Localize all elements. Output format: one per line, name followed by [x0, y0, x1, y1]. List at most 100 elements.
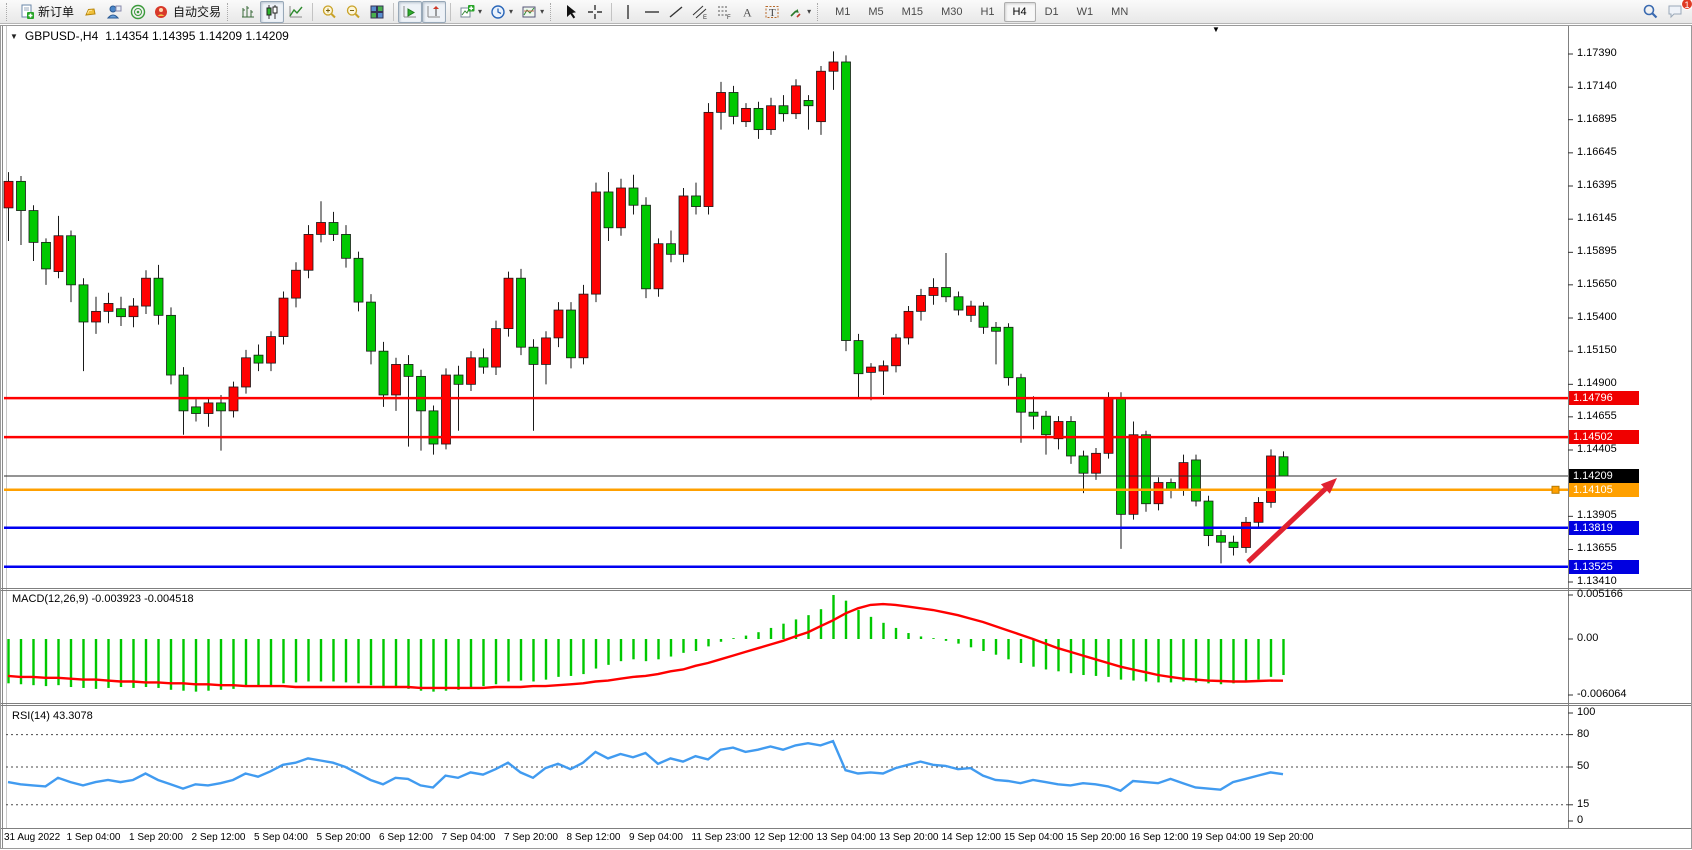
rsi-axis-tick: 80 — [1577, 727, 1590, 740]
text-label-icon: T — [765, 5, 779, 19]
price-tick: 1.13655 — [1577, 542, 1617, 555]
chart-title[interactable]: ▼ GBPUSD-,H4 1.14354 1.14395 1.14209 1.1… — [10, 29, 289, 43]
vertical-line-button[interactable] — [616, 1, 640, 23]
notifications-button[interactable]: 1 — [1663, 0, 1692, 23]
toolbar-separator — [611, 2, 613, 21]
toolbar-grip[interactable] — [6, 2, 11, 21]
rsi-value: 43.3078 — [52, 710, 93, 722]
time-label: 11 Sep 23:00 — [691, 832, 751, 843]
tab-timeframe-h4[interactable]: H4 — [1003, 1, 1036, 22]
chart-dropdown-icon[interactable]: ▼ — [10, 31, 18, 41]
price-axis[interactable]: 1.17390 1.17140 1.16895 1.16645 1.16395 1.161… — [1569, 24, 1692, 850]
arrows-button[interactable]: ▾ — [784, 1, 815, 23]
tab-timeframe-h1[interactable]: H1 — [980, 5, 995, 18]
toolbar-grip[interactable] — [550, 2, 555, 21]
time-label: 5 Sep 04:00 — [254, 832, 308, 843]
auto-trading-icon — [155, 5, 168, 18]
time-label: 13 Sep 04:00 — [816, 832, 877, 843]
toolbar-grip[interactable] — [817, 2, 822, 21]
time-label: 2 Sep 12:00 — [191, 832, 246, 843]
gold-ingot-icon — [85, 7, 96, 16]
bar-chart-button[interactable] — [236, 1, 260, 23]
cursor-button[interactable] — [559, 1, 583, 23]
text-icon: A — [743, 5, 752, 19]
candlestick-icon — [266, 4, 278, 19]
community-button[interactable] — [102, 1, 126, 23]
tab-timeframe-d1[interactable]: D1 — [1044, 5, 1059, 18]
tab-timeframe-m15[interactable]: M15 — [901, 5, 924, 18]
chart-shift-button[interactable] — [422, 0, 447, 23]
zoom-in-icon — [322, 4, 336, 18]
time-label: 7 Sep 20:00 — [504, 832, 558, 843]
zoom-out-button[interactable] — [341, 1, 365, 23]
crosshair-icon — [588, 4, 603, 19]
tab-timeframe-m5[interactable]: M5 — [868, 5, 884, 18]
text-button[interactable]: A — [736, 1, 760, 23]
tab-timeframe-m30[interactable]: M30 — [941, 5, 963, 18]
auto-trading-label: 自动交易 — [173, 5, 222, 19]
text-label-button[interactable]: T — [760, 1, 784, 23]
chevron-down-icon: ▾ — [478, 6, 483, 16]
svg-text:E: E — [703, 15, 707, 20]
time-label: 19 Sep 20:00 — [1254, 832, 1314, 843]
time-label: 1 Sep 04:00 — [66, 832, 121, 843]
price-tick: 1.17390 — [1577, 47, 1617, 59]
price-line-badge: 1.14502 — [1569, 430, 1639, 445]
chevron-down-icon: ▾ — [509, 6, 514, 16]
svg-text:F: F — [727, 15, 731, 20]
price-tick: 1.17140 — [1577, 80, 1617, 93]
trendline-button[interactable] — [664, 1, 688, 23]
price-line-badge: 1.13525 — [1569, 559, 1639, 574]
auto-trading-button[interactable]: 自动交易 — [150, 1, 225, 23]
bar-chart-icon — [242, 5, 255, 17]
price-tick: 1.16645 — [1577, 145, 1617, 158]
trendline-icon — [669, 5, 683, 18]
candlestick-chart-button[interactable] — [260, 0, 285, 23]
chart-window: ▼ GBPUSD-,H4 1.14354 1.14395 1.14209 1.1… — [0, 24, 1692, 850]
notification-badge: 1 — [1681, 0, 1692, 10]
time-label: 5 Sep 20:00 — [316, 832, 371, 843]
zoom-out-icon — [346, 4, 360, 18]
search-icon — [1643, 4, 1658, 19]
time-label: 31 Aug 2022 — [4, 832, 61, 843]
template-icon — [522, 6, 536, 17]
templates-button[interactable]: ▾ — [517, 1, 548, 23]
chevron-down-icon: ▾ — [807, 6, 812, 16]
chart-shift-icon — [427, 5, 441, 17]
new-order-button[interactable]: 新订单 — [15, 1, 78, 23]
auto-scroll-button[interactable] — [398, 0, 423, 23]
tab-timeframe-m1[interactable]: M1 — [835, 5, 851, 18]
tile-windows-button[interactable] — [365, 1, 389, 23]
gold-button[interactable] — [78, 1, 102, 23]
clock-icon — [491, 4, 505, 19]
price-line-badge: 1.14209 — [1569, 469, 1639, 483]
scroll-marker-icon: ▼ — [1212, 25, 1220, 34]
crosshair-button[interactable] — [583, 1, 607, 23]
channel-button[interactable]: E — [688, 1, 712, 23]
time-label: 12 Sep 12:00 — [754, 832, 814, 843]
price-tick: 1.15400 — [1577, 311, 1617, 323]
rsi-axis-tick: 15 — [1577, 797, 1590, 810]
search-button[interactable] — [1638, 1, 1663, 23]
vertical-line-icon — [627, 4, 629, 19]
tab-timeframe-w1[interactable]: W1 — [1076, 5, 1094, 18]
tab-timeframe-mn[interactable]: MN — [1111, 5, 1129, 18]
fibonacci-button[interactable]: F — [712, 1, 736, 23]
zoom-in-button[interactable] — [317, 1, 341, 23]
price-tick: 1.15650 — [1577, 277, 1617, 290]
periods-button[interactable]: ▾ — [486, 1, 517, 23]
time-label: 6 Sep 12:00 — [379, 832, 433, 843]
time-axis[interactable]: 31 Aug 2022 1 Sep 04:00 1 Sep 20:00 2 Sep 1… — [0, 828, 1692, 850]
horizontal-line-button[interactable] — [640, 1, 664, 23]
indicators-button[interactable]: ▾ — [455, 1, 486, 23]
price-tick: 1.14655 — [1577, 409, 1617, 422]
arrows-icon — [790, 8, 801, 18]
price-tick: 1.13905 — [1577, 509, 1617, 522]
macd-axis-tick: 0.005166 — [1577, 588, 1623, 600]
toolbar-grip[interactable] — [227, 2, 232, 21]
line-chart-button[interactable] — [284, 1, 308, 23]
signals-button[interactable] — [126, 1, 150, 23]
new-order-label: 新订单 — [38, 5, 75, 19]
price-tick: 1.13410 — [1577, 575, 1617, 587]
